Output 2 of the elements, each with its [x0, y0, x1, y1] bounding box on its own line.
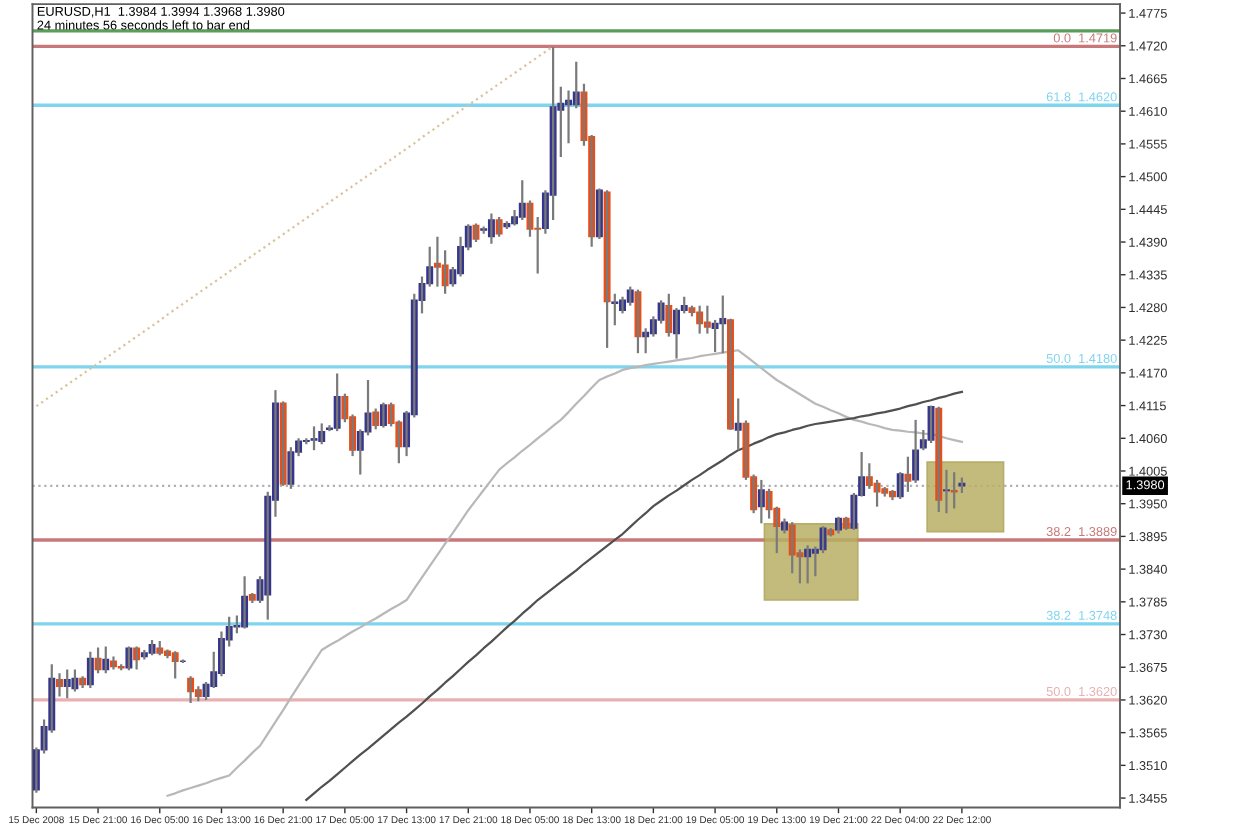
line-series: [35, 45, 555, 408]
line-series: [305, 390, 963, 801]
